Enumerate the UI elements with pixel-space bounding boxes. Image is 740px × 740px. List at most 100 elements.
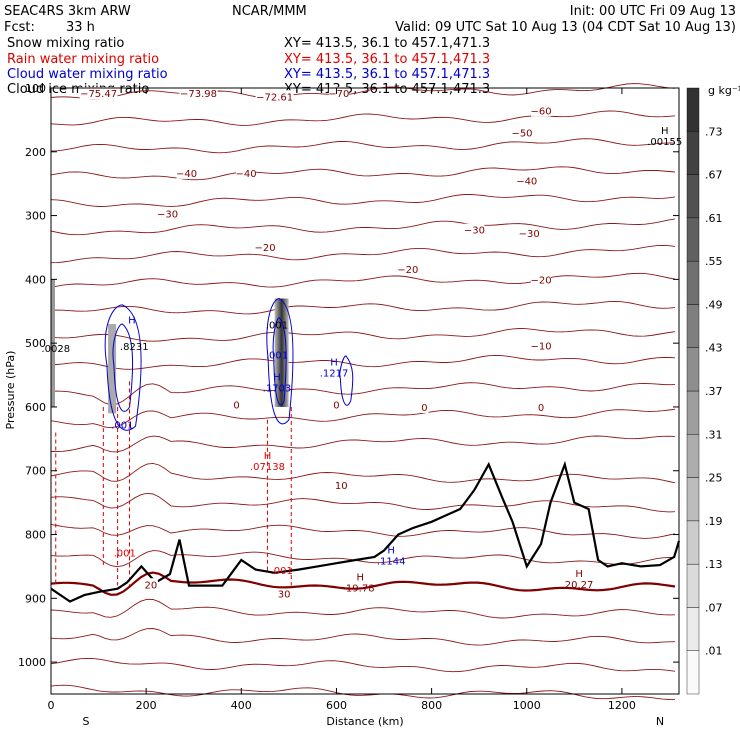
extremum-value-1: .0028 [41, 344, 70, 355]
isotherm-15 [50, 492, 676, 513]
extremum-symbol-0: H [661, 126, 669, 137]
field-cloudwater-name: Cloud water mixing ratio [7, 67, 168, 82]
hydrometeor-fields [51, 279, 354, 586]
x-tick-label-6: 1200 [608, 699, 636, 712]
extremum-value-7: .1703 [263, 384, 292, 395]
cloud-water-contour-west-1 [104, 304, 142, 431]
colorbar-unit: g kg⁻¹ [708, 84, 740, 97]
isotherm-11 [50, 382, 676, 406]
extremum-value-14: .1144 [377, 557, 406, 568]
colorbar-level-5: .31 [705, 428, 723, 441]
y-tick-label-2: 300 [25, 210, 46, 223]
field-cloudwater-xy: XY= 413.5, 36.1 to 457.1,471.3 [284, 67, 490, 82]
cloud-water-contour-east [339, 355, 354, 406]
temperature-label-21: 20 [145, 580, 158, 591]
y-tick-label-8: 900 [25, 592, 46, 605]
extremum-value-5: .001 [266, 321, 288, 332]
init-time: Init: 00 UTC Fri 09 Aug 13 [570, 4, 736, 19]
temperature-label-1: −73.98 [180, 89, 217, 100]
isotherm-17 [50, 550, 675, 568]
temperature-label-bg-0 [79, 87, 118, 100]
y-tick-label-7: 800 [25, 529, 46, 542]
colorbar-level-12: .73 [705, 125, 723, 138]
x-end-label-left: S [83, 715, 90, 728]
temperature-label-bg-3 [328, 87, 349, 100]
cloud-water-contour-center-1 [266, 298, 294, 425]
temperature-label-bg-1 [179, 87, 218, 100]
temperature-label-bg-5 [512, 126, 532, 139]
isotherm-7 [50, 272, 676, 288]
extremum-symbol-13: H [575, 569, 583, 580]
temperature-label-bg-21 [143, 578, 158, 591]
axes: 0 200 400 600 800 1000 12001002003004005006007… [18, 82, 679, 712]
forecast-label: Fcst: [4, 20, 35, 35]
y-tick-label-3: 400 [25, 273, 46, 286]
temperature-label-20: 10 [335, 481, 348, 492]
temperature-label-bg-16 [232, 398, 241, 411]
colorbar-level-11: .67 [705, 169, 723, 182]
extremum-value-0: .00155 [647, 137, 682, 148]
y-tick-label-4: 500 [25, 337, 46, 350]
extremum-value-13: 20.27 [565, 580, 594, 591]
terrain-line [50, 460, 681, 603]
temperature-label-bg-8 [516, 174, 537, 187]
contour-labels: −75.47 −73.98 −72.61 −70 −60 −50 −40 −40 −40 −30 −… [41, 87, 682, 601]
temperature-label-bg-17 [332, 398, 341, 411]
temperature-label-14: −20 [530, 275, 551, 286]
colorbar-bin-7 [686, 347, 700, 392]
temperature-label-bg-7 [236, 166, 257, 179]
model-title: SEAC4RS 3km ARW [4, 4, 131, 19]
terrain-profile [50, 460, 681, 603]
extremum-symbol-12: H [356, 572, 364, 583]
colorbar-level-1: .07 [705, 601, 723, 614]
colorbar-bin-9 [686, 260, 700, 305]
isotherm-10 [50, 354, 676, 370]
isotherm-20 [50, 628, 676, 646]
temperature-label-2: −72.61 [256, 92, 293, 103]
temperature-label-18: 0 [421, 403, 427, 414]
isotherm-1 [50, 110, 676, 126]
y-tick-label-9: 1000 [18, 656, 46, 669]
y-tick-label-0: 100 [25, 82, 46, 95]
valid-time: Valid: 09 UTC Sat 10 Aug 13 (04 CDT Sat … [395, 20, 736, 35]
x-tick-label-3: 600 [326, 699, 347, 712]
colorbar-level-4: .25 [705, 472, 723, 485]
temperature-label-bg-4 [531, 104, 552, 117]
field-rain-xy: XY= 413.5, 36.1 to 457.1,471.3 [284, 52, 490, 67]
x-tick-label-0: 0 [48, 699, 55, 712]
center-label: NCAR/MMM [232, 4, 307, 19]
temperature-label-bg-14 [531, 273, 552, 286]
colorbar-bin-6 [686, 390, 700, 435]
extremum-value-15: 30 [278, 590, 291, 601]
isotherm-18 [50, 571, 676, 596]
colorbar-level-2: .13 [705, 558, 723, 571]
extremum-symbol-9: H [264, 451, 272, 462]
cloud-ice-column-west [108, 324, 117, 414]
temperature-label-4: −60 [530, 106, 551, 117]
extremum-symbol-8: H [330, 357, 338, 368]
extremum-value-3: .8231 [120, 342, 149, 353]
isotherm-21 [50, 657, 676, 673]
colorbar-bin-11 [686, 174, 700, 219]
field-cloudice-xy: XY= 413.5, 36.1 to 457.1,471.3 [284, 82, 490, 97]
temperature-contours [50, 83, 676, 701]
x-tick-label-2: 400 [231, 699, 252, 712]
temperature-label-bg-6 [176, 166, 197, 179]
isotherm-22 [50, 684, 676, 701]
y-tick-label-1: 200 [25, 146, 46, 159]
isotherm-8 [50, 301, 676, 315]
colorbar-level-6: .37 [705, 385, 723, 398]
colorbar: .01 .07 .13 .19 .25 .31 .37 .43 .49 .55 .61 .67 .73 [686, 87, 723, 695]
temperature-label-bg-19 [537, 400, 546, 413]
colorbar-level-3: .19 [705, 515, 723, 528]
temperature-label-bg-12 [255, 240, 276, 253]
temperature-label-8: −40 [516, 176, 537, 187]
extremum-symbol-14: H [387, 546, 395, 557]
colorbar-bin-8 [686, 304, 700, 348]
extremum-value-9: .07138 [250, 462, 285, 473]
extremum-value-12: 19.78 [346, 583, 375, 594]
extremum-value-10: .001 [114, 548, 136, 559]
temperature-label-16: 0 [233, 400, 239, 411]
temperature-label-10: −30 [464, 226, 485, 237]
